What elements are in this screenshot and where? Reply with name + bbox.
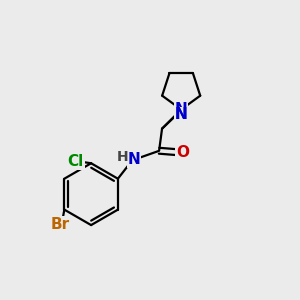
Text: Cl: Cl xyxy=(68,154,84,169)
Text: Br: Br xyxy=(50,217,70,232)
Text: N: N xyxy=(128,152,140,167)
Text: H: H xyxy=(117,150,129,164)
Text: N: N xyxy=(175,107,188,122)
Text: O: O xyxy=(176,145,189,160)
Text: N: N xyxy=(175,107,188,122)
Text: N: N xyxy=(175,102,188,117)
